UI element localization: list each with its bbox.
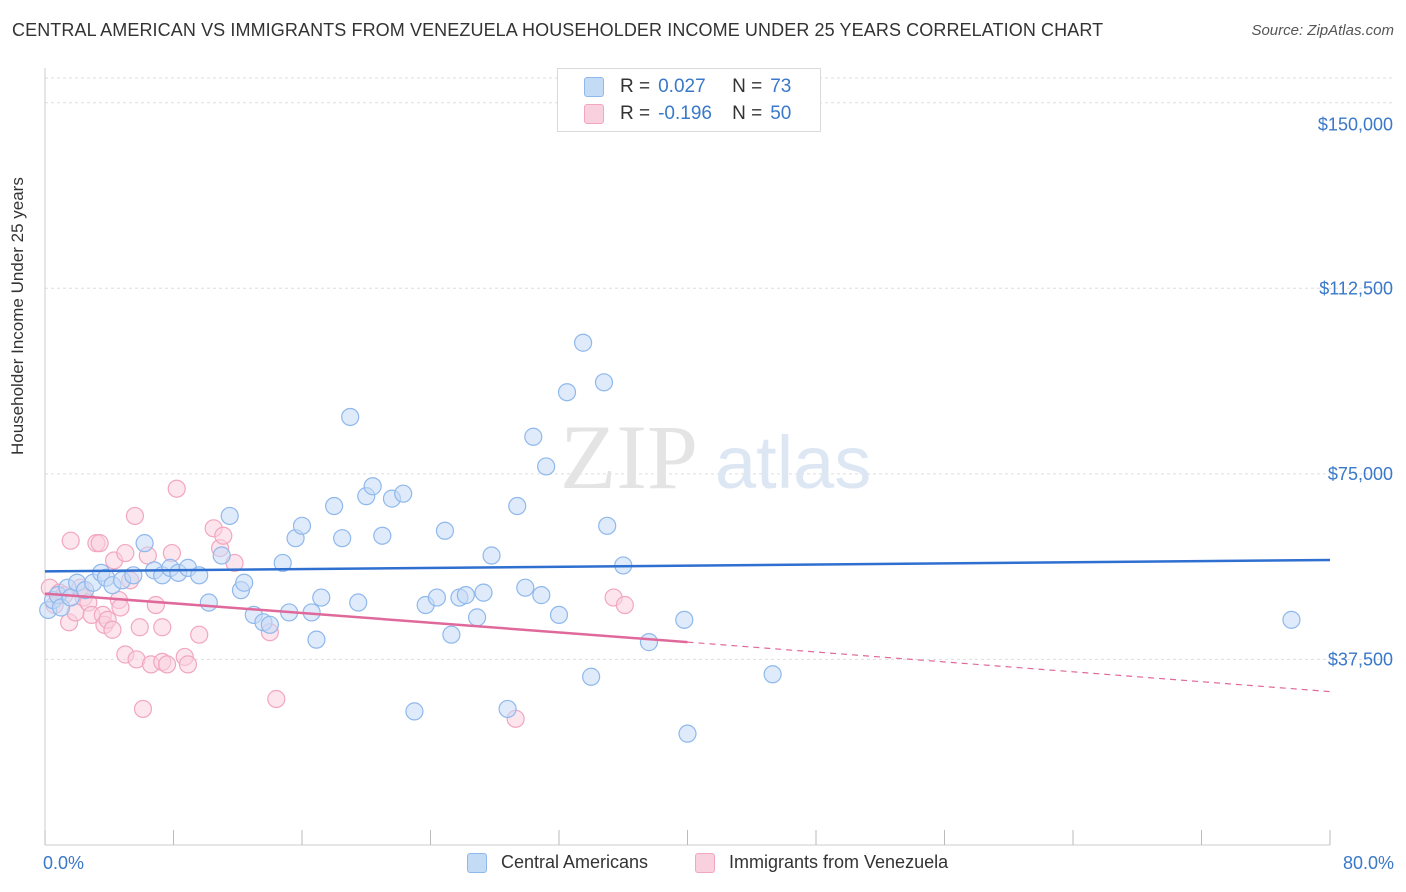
data-point-venezuela bbox=[146, 595, 165, 615]
series-venezuela-points bbox=[40, 479, 634, 728]
data-point-central-americans bbox=[135, 534, 154, 553]
legend-n-value: 50 bbox=[770, 103, 792, 124]
data-point-venezuela bbox=[116, 543, 135, 563]
data-point-central-americans bbox=[333, 529, 352, 548]
data-point-central-americans bbox=[482, 546, 501, 565]
data-point-central-americans bbox=[678, 724, 697, 743]
data-point-central-americans bbox=[312, 588, 331, 607]
data-point-central-americans bbox=[763, 665, 782, 684]
series-central-americans-points bbox=[39, 333, 1301, 743]
data-point-venezuela bbox=[103, 620, 122, 639]
data-point-venezuela bbox=[267, 689, 286, 709]
data-point-central-americans bbox=[557, 383, 577, 402]
legend-n-label: N = bbox=[732, 76, 763, 97]
bottom-legend-central-americans: Central Americans bbox=[467, 852, 648, 873]
data-point-central-americans bbox=[639, 633, 659, 652]
data-point-central-americans bbox=[594, 373, 614, 392]
data-point-venezuela bbox=[61, 531, 80, 550]
correlation-legend: R = 0.027 N = 73 R = -0.196 N = 50 bbox=[557, 68, 821, 132]
data-point-central-americans bbox=[405, 702, 424, 721]
trend-line-central-americans bbox=[44, 558, 1331, 573]
data-point-central-americans bbox=[373, 526, 392, 545]
data-point-central-americans bbox=[394, 484, 413, 503]
data-point-central-americans bbox=[435, 521, 455, 540]
y-axis-label: Householder Income Under 25 years bbox=[8, 177, 27, 455]
watermark-atlas: atlas bbox=[715, 421, 871, 504]
y-tick-label: $112,500 bbox=[1319, 278, 1393, 298]
bottom-legend-label: Immigrants from Venezuela bbox=[729, 852, 949, 872]
data-point-venezuela bbox=[178, 655, 198, 674]
data-point-central-americans bbox=[442, 625, 461, 644]
axes bbox=[44, 68, 1331, 846]
x-tick-max: 80.0% bbox=[1342, 853, 1394, 873]
legend-n-label: N = bbox=[732, 103, 763, 124]
data-point-venezuela bbox=[167, 479, 186, 498]
chart-title: CENTRAL AMERICAN VS IMMIGRANTS FROM VENE… bbox=[12, 20, 1104, 40]
bottom-legend-label: Central Americans bbox=[501, 852, 649, 872]
legend-row-venezuela: R = -0.196 N = 50 bbox=[558, 101, 791, 127]
legend-swatch-pink bbox=[584, 104, 604, 124]
data-point-central-americans bbox=[349, 593, 368, 612]
data-point-venezuela bbox=[133, 699, 153, 719]
data-point-central-americans bbox=[341, 407, 360, 427]
legend-n-value: 73 bbox=[770, 76, 792, 97]
data-point-venezuela bbox=[130, 618, 149, 637]
trend-line-venezuela-extrapolated bbox=[687, 641, 1331, 693]
trend-line-venezuela bbox=[44, 592, 688, 644]
data-point-venezuela bbox=[125, 506, 145, 526]
data-point-venezuela bbox=[214, 526, 233, 545]
legend-row-central-americans: R = 0.027 N = 73 bbox=[558, 74, 791, 100]
source-label: Source: ZipAtlas.com bbox=[1251, 22, 1394, 39]
data-point-central-americans bbox=[516, 578, 535, 597]
y-tick-label: $37,500 bbox=[1328, 649, 1393, 669]
data-point-central-americans bbox=[1282, 610, 1301, 629]
y-tick-label: $75,000 bbox=[1328, 464, 1393, 484]
legend-r-label: R = bbox=[620, 76, 651, 97]
data-point-central-americans bbox=[307, 630, 326, 649]
legend-r-value: 0.027 bbox=[658, 76, 706, 97]
data-point-central-americans bbox=[498, 699, 517, 719]
data-point-central-americans bbox=[199, 593, 218, 612]
data-point-central-americans bbox=[532, 586, 551, 605]
data-point-venezuela bbox=[153, 618, 172, 637]
data-point-central-americans bbox=[427, 588, 447, 607]
data-point-central-americans bbox=[508, 496, 527, 516]
data-point-central-americans bbox=[325, 496, 344, 516]
trend-lines bbox=[44, 558, 1331, 693]
bottom-legend-swatch-blue bbox=[467, 852, 487, 873]
data-point-central-americans bbox=[675, 610, 694, 629]
y-tick-label: $150,000 bbox=[1318, 115, 1393, 135]
bottom-legend-venezuela: Immigrants from Venezuela bbox=[695, 852, 948, 873]
data-point-central-americans bbox=[220, 506, 239, 526]
legend-r-label: R = bbox=[620, 103, 651, 124]
data-point-venezuela bbox=[615, 595, 634, 615]
y-tick-labels: $37,500 $75,000 $112,500 $150,000 bbox=[1318, 115, 1393, 670]
data-point-venezuela bbox=[157, 655, 177, 674]
data-point-central-americans bbox=[456, 586, 475, 605]
data-point-central-americans bbox=[474, 583, 493, 602]
data-point-venezuela bbox=[111, 598, 130, 617]
bottom-legend-swatch-pink bbox=[695, 852, 715, 873]
data-point-central-americans bbox=[582, 667, 601, 686]
data-point-central-americans bbox=[292, 516, 312, 535]
data-point-central-americans bbox=[260, 615, 279, 634]
grid-lines bbox=[45, 77, 1395, 660]
data-point-central-americans bbox=[524, 427, 543, 446]
data-point-central-americans bbox=[467, 608, 487, 627]
data-point-central-americans bbox=[235, 573, 254, 592]
data-point-central-americans bbox=[549, 605, 569, 625]
legend-r-value: -0.196 bbox=[658, 103, 712, 124]
data-point-central-americans bbox=[212, 546, 231, 565]
watermark-zip: ZIP bbox=[560, 406, 698, 508]
data-point-central-americans bbox=[273, 553, 292, 573]
data-point-central-americans bbox=[573, 333, 593, 352]
data-point-central-americans bbox=[598, 516, 617, 535]
data-point-venezuela bbox=[190, 625, 209, 644]
data-point-central-americans bbox=[363, 477, 382, 496]
x-tick-min: 0.0% bbox=[43, 853, 85, 873]
data-point-central-americans bbox=[537, 457, 556, 476]
data-point-venezuela bbox=[90, 534, 109, 553]
legend-swatch-blue bbox=[584, 77, 604, 97]
